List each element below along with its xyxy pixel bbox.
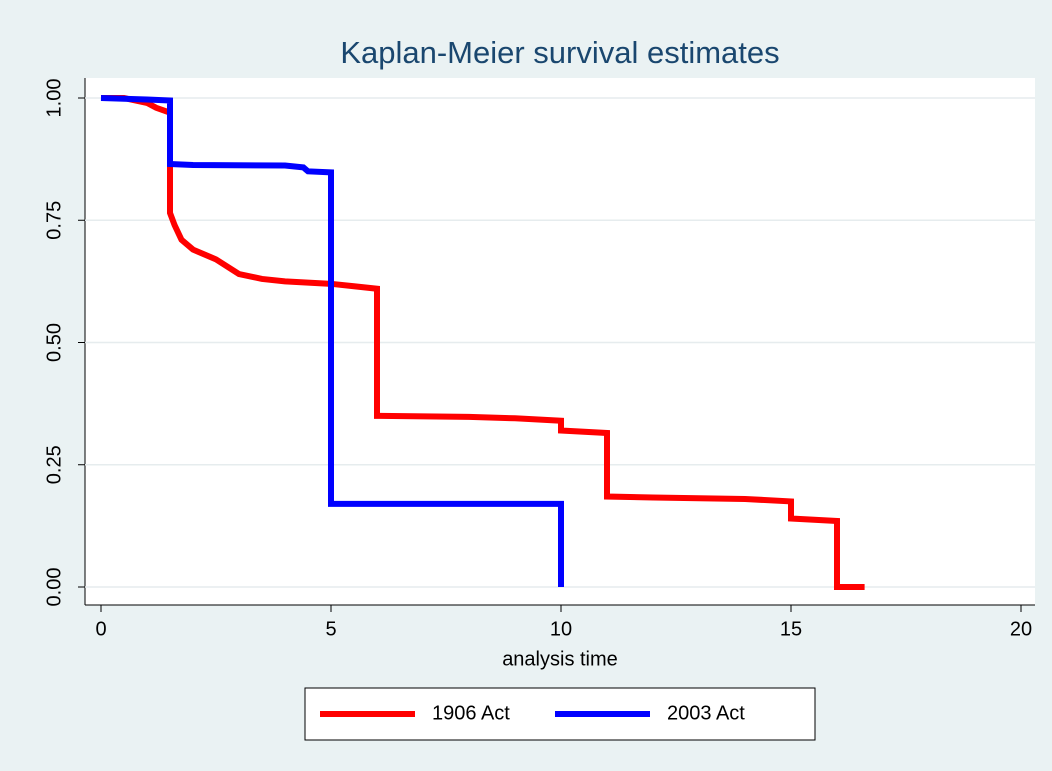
survival-line [100,95,564,587]
y-tick-label: 0.25 [43,445,65,484]
x-tick-label: 10 [550,618,572,640]
x-axis-title: analysis time [502,648,618,670]
x-tick-label: 20 [1010,618,1032,640]
legend-label: 2003 Act [667,702,745,724]
legend-label: 1906 Act [432,702,510,724]
x-tick-label: 0 [95,618,106,640]
survival-line [101,95,865,590]
y-tick-label: 0.75 [43,201,65,240]
x-tick-label: 5 [325,618,336,640]
x-tick-label: 15 [780,618,802,640]
y-tick-label: 1.00 [43,79,65,118]
chart-title: Kaplan-Meier survival estimates [340,35,779,70]
y-tick-label: 0.50 [43,323,65,362]
y-tick-label: 0.00 [43,568,65,607]
